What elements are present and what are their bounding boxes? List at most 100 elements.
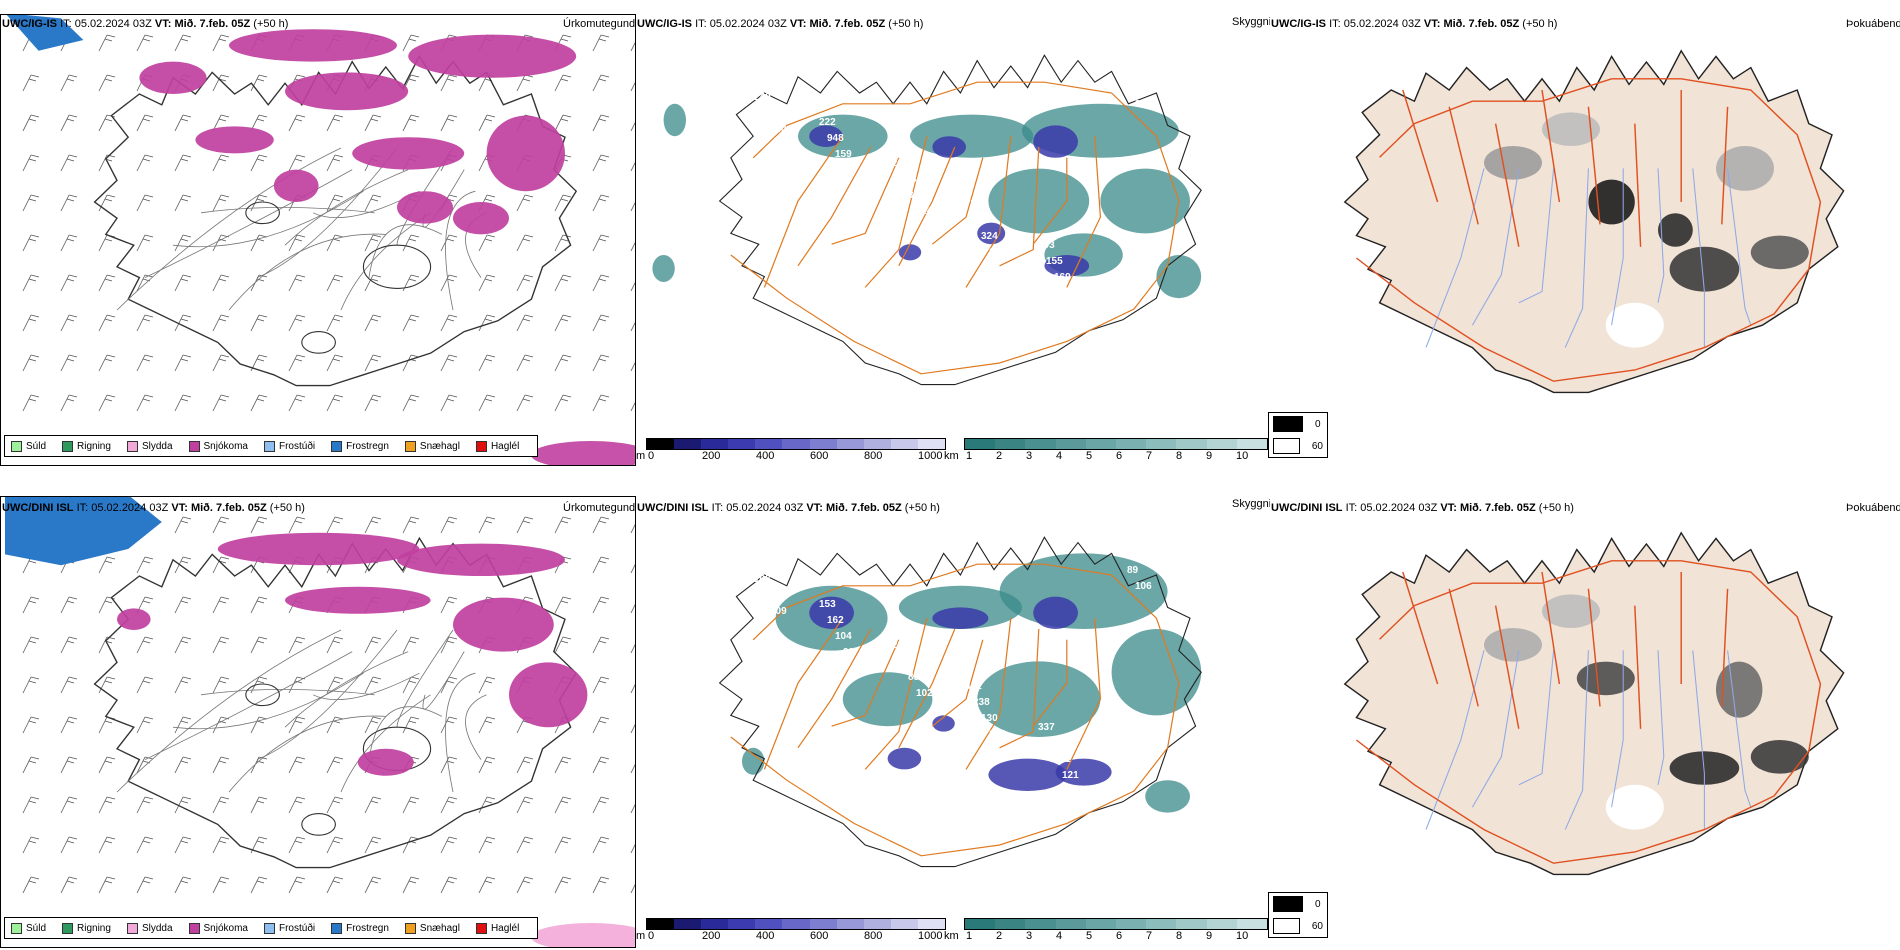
visibility-label: 104 [973, 215, 990, 226]
visibility-label: 209 [892, 158, 909, 169]
fog-legend-swatch [1273, 896, 1303, 912]
visibility-label: 324 [981, 231, 998, 242]
visibility-label: 109 [770, 606, 787, 617]
colorbar-km [964, 918, 1268, 930]
legend-item-4: Frostúði [263, 440, 315, 452]
legend-label: Súld [26, 922, 47, 934]
legend-swatch [331, 440, 343, 452]
legend-item-3: Snjókoma [188, 440, 248, 452]
precip-map-bottom [5, 497, 635, 947]
visibility-label: 199 [1127, 83, 1144, 94]
low-visibility-areas [652, 103, 1202, 299]
legend-label: Snæhagl [419, 922, 460, 934]
visibility-label: 83 [908, 672, 920, 683]
visibility-label: 203 [1038, 240, 1055, 251]
legend-swatch [11, 922, 22, 934]
panel-precip-type-bottom: Súld Rigning Slydda Snjókoma Frostúði Frostre… [0, 496, 636, 948]
legend-swatch [126, 922, 138, 934]
snow-areas [117, 532, 588, 776]
colorbar-tick: 0 [648, 450, 655, 462]
visibility-label: 110 [989, 247, 1006, 258]
colorbar-unit-km: km [944, 930, 959, 942]
precip-legend: Súld Rigning Slydda Snjókoma Frostúði Frostre… [4, 435, 539, 457]
fog-legend-swatch [1273, 416, 1303, 432]
legend-label: Frostregn [346, 922, 389, 934]
colorbar-tick: 2 [996, 450, 1003, 462]
colorbar-tick: 8 [1176, 450, 1183, 462]
visibility-label: 162 [827, 615, 844, 626]
colorbar-tick: 1 [966, 930, 973, 942]
colorbar-unit-m: m [636, 930, 646, 942]
colorbar-tick: 0 [648, 930, 655, 942]
visibility-label: 169 [1054, 272, 1071, 283]
colorbar-tick: 400 [756, 450, 775, 462]
title-top-vis: Skyggni [1232, 16, 1272, 28]
legend-label: Slydda [141, 922, 173, 934]
rivers [1425, 168, 1752, 348]
visibility-label: 249 [754, 92, 771, 103]
legend-swatch [475, 440, 487, 452]
panel-fog-top [1270, 14, 1900, 466]
visibility-label: 222 [819, 117, 836, 128]
legend-item-5: Frostregn [331, 440, 389, 452]
legend-label: Snjókoma [203, 440, 248, 452]
fog-legend: 0 60 [1268, 892, 1328, 938]
visibility-label: 106 [1135, 581, 1152, 592]
visibility-labels: 231 222 209 773 203 204 249 948 203 104 155 323 321 1… [746, 76, 1152, 308]
colorbar-tick: 7 [1146, 930, 1153, 942]
visibility-labels: 154 153 235 401 337 363 168 162 187 238 246 251 123 1… [746, 558, 1152, 790]
colorbar-tick: 3 [1026, 930, 1033, 942]
visibility-label: 321 [762, 108, 779, 119]
colorbar-tick: 10 [1236, 450, 1249, 462]
visibility-label: 337 [908, 190, 925, 201]
colorbar-tick: 800 [864, 930, 883, 942]
fog-map-top [1343, 49, 1845, 394]
coastline [718, 536, 1202, 868]
legend-swatch [475, 922, 487, 934]
colorbar-tick: 6 [1116, 450, 1123, 462]
precip-map-top [6, 15, 635, 465]
snow-areas [139, 29, 577, 235]
legend-label: Haglél [490, 922, 520, 934]
fog-map-bottom [1343, 531, 1845, 876]
visibility-label: 773 [965, 199, 982, 210]
colorbar-tick: 1000 [918, 930, 943, 942]
coastline [718, 54, 1202, 386]
visibility-label: 401 [965, 681, 982, 692]
legend-swatch [188, 440, 200, 452]
visibility-map-top: 231 222 209 773 203 204 249 948 203 104 155 323 321 1… [652, 54, 1202, 386]
visibility-label: 244 [770, 124, 787, 135]
colorbar-tick: 1000 [918, 450, 943, 462]
legend-item-2: Slydda [126, 440, 173, 452]
colorbar-unit-m: m [636, 450, 646, 462]
legend-label: Frostregn [346, 440, 389, 452]
colorbar-meters [646, 438, 946, 450]
fog-legend-swatch [1273, 438, 1300, 454]
coastline [93, 536, 578, 869]
legend-item-4: Frostúði [263, 922, 316, 934]
visibility-label: 123 [762, 590, 779, 601]
header-bottom-vis: UWC/DINI ISL IT: 05.02.2024 03Z VT: Mið.… [637, 502, 940, 514]
legend-swatch [188, 922, 200, 934]
visibility-label: 102 [916, 688, 933, 699]
legend-item-3: Snjókoma [188, 922, 248, 934]
visibility-label: 130 [981, 713, 998, 724]
legend-item-6: Snæhagl [404, 922, 460, 934]
fog-legend: 0 60 [1268, 412, 1328, 458]
visibility-label: 337 [1038, 722, 1055, 733]
fog-legend-label: 0 [1315, 898, 1321, 910]
legend-item-5: Frostregn [331, 922, 389, 934]
colorbar-tick: 800 [864, 450, 883, 462]
visibility-label: 204 [1111, 281, 1128, 292]
colorbar-tick: 7 [1146, 450, 1153, 462]
legend-swatch [263, 440, 275, 452]
colorbar-tick: 10 [1236, 930, 1249, 942]
legend-item-1: Rigning [62, 440, 111, 452]
legend-label: Snjókoma [203, 922, 248, 934]
colorbar-tick: 600 [810, 450, 829, 462]
visibility-label: 368 [1062, 288, 1079, 299]
visibility-label: 154 [746, 558, 763, 569]
panel-visibility-bottom: 154 153 235 401 337 363 168 162 187 238 246 251 123 1… [636, 496, 1270, 948]
colorbar-tick: 400 [756, 930, 775, 942]
legend-label: Frostúði [278, 922, 316, 934]
